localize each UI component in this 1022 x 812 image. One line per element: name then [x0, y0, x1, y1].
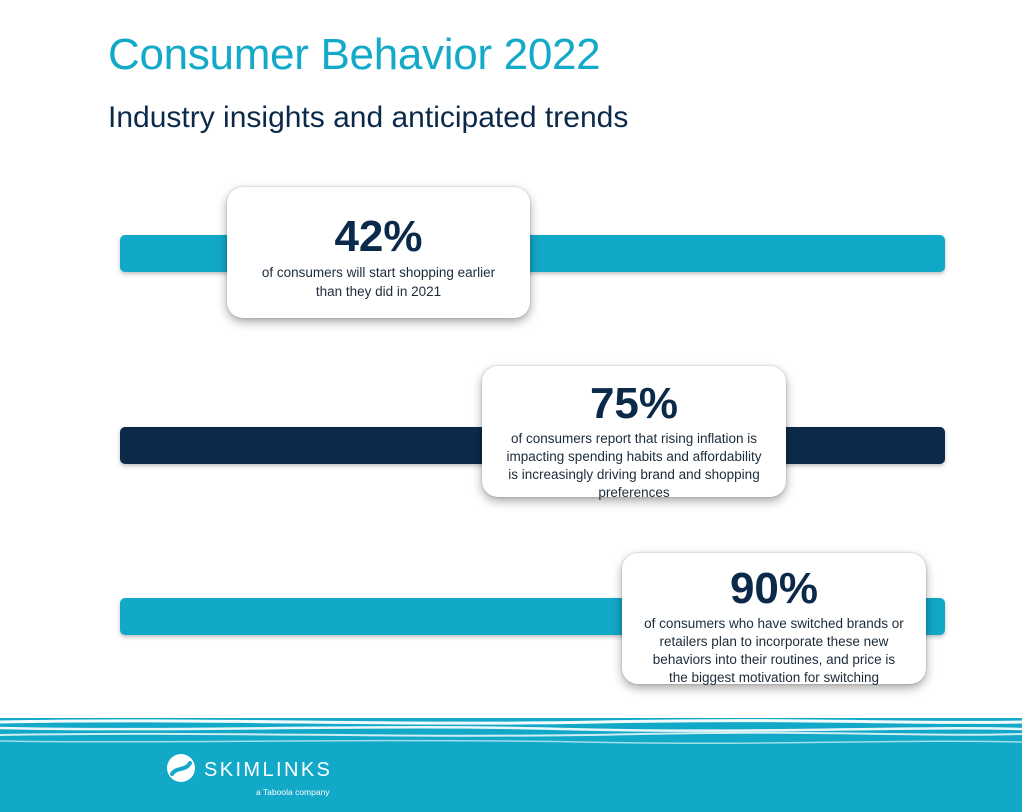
brand-name: SKIMLINKS	[204, 759, 333, 781]
page-subtitle: Industry insights and anticipated trends	[108, 101, 629, 134]
wave-decoration	[0, 718, 1022, 758]
stat-card-1: 42% of consumers will start shopping ear…	[227, 187, 530, 318]
skimlinks-logo-icon	[167, 754, 195, 782]
brand-tagline: a Taboola company	[256, 787, 330, 797]
skimlinks-logo: SKIMLINKS a Taboola company	[166, 753, 346, 803]
stat-description-2: of consumers report that rising inflatio…	[506, 431, 762, 500]
page-title: Consumer Behavior 2022	[108, 30, 601, 79]
stat-description-1: of consumers will start shopping earlier…	[261, 265, 496, 299]
stat-card-3: 90% of consumers who have switched brand…	[622, 553, 926, 685]
footer-band	[0, 718, 1022, 812]
stat-description-3: of consumers who have switched brands or…	[644, 616, 904, 685]
stat-value-1: 42%	[334, 212, 423, 261]
stat-value-2: 75%	[589, 379, 679, 428]
stat-card-2: 75% of consumers report that rising infl…	[482, 366, 786, 500]
stat-value-3: 90%	[729, 564, 819, 613]
